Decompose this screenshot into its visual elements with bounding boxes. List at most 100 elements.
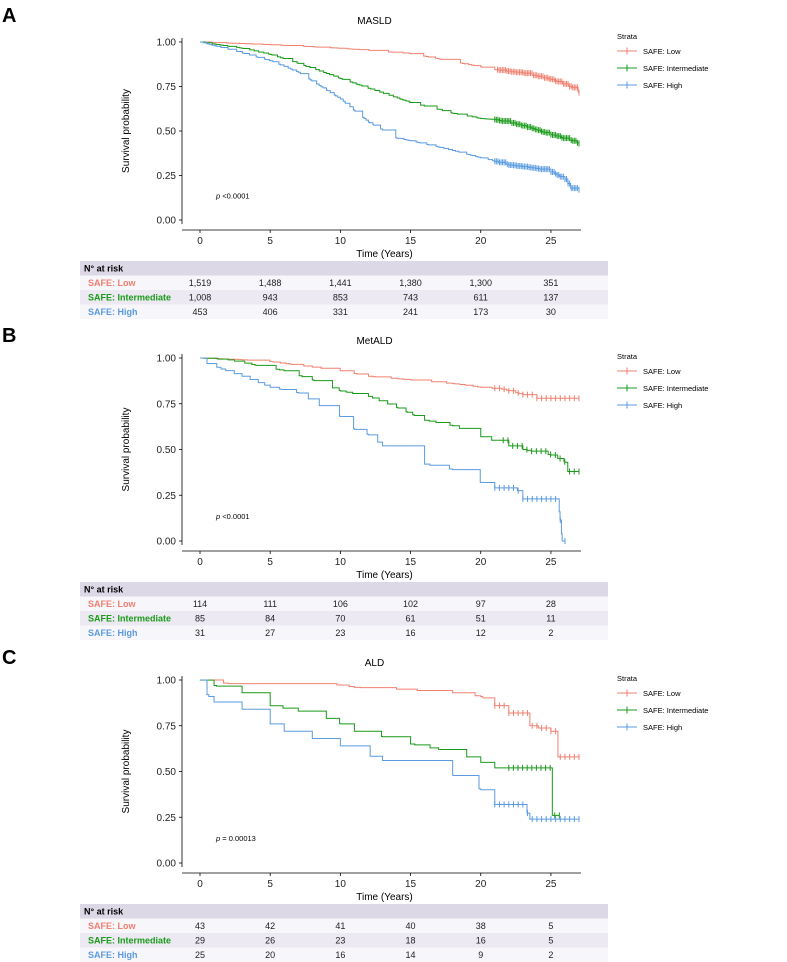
y-tick-label: 1.00: [157, 38, 177, 49]
panel-letter: B: [2, 325, 16, 347]
at-risk-value: 743: [403, 293, 418, 303]
chart-title: MetALD: [356, 336, 392, 347]
at-risk-value: 16: [406, 628, 416, 638]
x-tick-label: 10: [335, 236, 347, 247]
at-risk-row-label: SAFE: Intermediate: [88, 614, 171, 624]
at-risk-value: 29: [195, 936, 205, 946]
y-tick-label: 0.00: [157, 216, 177, 227]
at-risk-value: 106: [333, 599, 348, 609]
p-value-symbol: p: [215, 192, 222, 201]
survival-curve-intermediate: [200, 357, 579, 472]
x-axis-label: Time (Years): [356, 892, 413, 903]
x-tick-label: 10: [335, 879, 347, 890]
at-risk-header-bg: [80, 904, 608, 919]
x-tick-label: 0: [197, 879, 203, 890]
x-tick-label: 20: [475, 236, 487, 247]
at-risk-value: 51: [476, 614, 486, 624]
legend-label: SAFE: Low: [643, 47, 681, 56]
at-risk-value: 943: [263, 293, 278, 303]
at-risk-value: 31: [195, 628, 205, 638]
y-tick-label: 0.75: [157, 82, 177, 93]
at-risk-row-bg: [80, 947, 608, 962]
legend-title: Strata: [617, 674, 638, 683]
at-risk-value: 28: [546, 599, 556, 609]
at-risk-value: 173: [473, 307, 488, 317]
x-tick-label: 15: [405, 557, 417, 568]
at-risk-value: 85: [195, 614, 205, 624]
x-axis-label: Time (Years): [356, 249, 413, 260]
at-risk-value: 20: [265, 950, 275, 960]
x-tick-label: 25: [545, 557, 557, 568]
survival-curve-low: [200, 357, 579, 399]
at-risk-value: 351: [543, 278, 558, 288]
at-risk-value: 43: [195, 921, 205, 931]
y-tick-label: 0.75: [157, 399, 177, 410]
y-tick-label: 0.00: [157, 537, 177, 548]
legend-label: SAFE: High: [643, 723, 682, 732]
at-risk-row-bg: [80, 304, 608, 319]
x-tick-label: 5: [267, 879, 273, 890]
at-risk-value: 2: [548, 628, 553, 638]
at-risk-value: 12: [476, 628, 486, 638]
at-risk-row-bg: [80, 625, 608, 640]
at-risk-value: 61: [406, 614, 416, 624]
at-risk-header-bg: [80, 261, 608, 276]
y-tick-label: 0.25: [157, 491, 177, 502]
at-risk-row-label: SAFE: High: [88, 628, 138, 638]
at-risk-value: 23: [335, 936, 345, 946]
chart-title: ALD: [365, 658, 384, 669]
at-risk-value: 40: [406, 921, 416, 931]
at-risk-row-label: SAFE: Intermediate: [88, 293, 171, 303]
at-risk-value: 611: [474, 293, 488, 303]
at-risk-value: 1,380: [399, 278, 422, 288]
p-value-symbol: p: [215, 512, 222, 521]
legend-label: SAFE: High: [643, 401, 682, 410]
at-risk-row-label: SAFE: Intermediate: [88, 936, 171, 946]
at-risk-row-label: SAFE: High: [88, 950, 138, 960]
x-tick-label: 0: [197, 236, 203, 247]
legend-label: SAFE: Low: [643, 367, 681, 376]
at-risk-value: 11: [546, 614, 555, 624]
at-risk-value: 1,441: [329, 278, 352, 288]
at-risk-value: 18: [406, 936, 416, 946]
legend-title: Strata: [617, 32, 638, 41]
at-risk-value: 331: [333, 307, 348, 317]
at-risk-row-bg: [80, 290, 608, 305]
at-risk-value: 42: [265, 921, 275, 931]
at-risk-value: 27: [265, 628, 275, 638]
x-tick-label: 15: [405, 236, 417, 247]
at-risk-row-bg: [80, 933, 608, 948]
at-risk-row-label: SAFE: Low: [88, 599, 136, 609]
at-risk-value: 241: [403, 307, 418, 317]
at-risk-value: 1,519: [189, 278, 212, 288]
y-tick-label: 1.00: [157, 354, 177, 365]
survival-curve-low: [200, 41, 580, 93]
legend-label: SAFE: Intermediate: [643, 64, 708, 73]
at-risk-value: 84: [265, 614, 275, 624]
at-risk-value: 25: [195, 950, 205, 960]
p-value-text: p <0.0001: [215, 192, 250, 201]
at-risk-value: 38: [476, 921, 486, 931]
at-risk-value: 114: [193, 599, 207, 609]
p-value: = 0.00013: [222, 834, 256, 843]
at-risk-row-bg: [80, 611, 608, 626]
at-risk-value: 16: [476, 936, 486, 946]
p-value: <0.0001: [222, 192, 249, 201]
x-axis-label: Time (Years): [356, 570, 413, 581]
legend-label: SAFE: Intermediate: [643, 706, 708, 715]
at-risk-value: 853: [333, 293, 348, 303]
y-axis-label: Survival probability: [121, 408, 132, 492]
at-risk-value: 5: [548, 936, 553, 946]
at-risk-value: 102: [403, 599, 418, 609]
at-risk-value: 16: [335, 950, 345, 960]
y-tick-label: 0.50: [157, 127, 177, 138]
at-risk-value: 26: [265, 936, 275, 946]
survival-curve-intermediate: [199, 679, 560, 816]
y-tick-label: 0.50: [157, 767, 177, 778]
p-value-text: p = 0.00013: [215, 834, 256, 843]
at-risk-value: 111: [263, 599, 277, 609]
at-risk-header-bg: [80, 582, 608, 597]
survival-curve-high: [200, 679, 579, 820]
at-risk-row-bg: [80, 596, 608, 611]
